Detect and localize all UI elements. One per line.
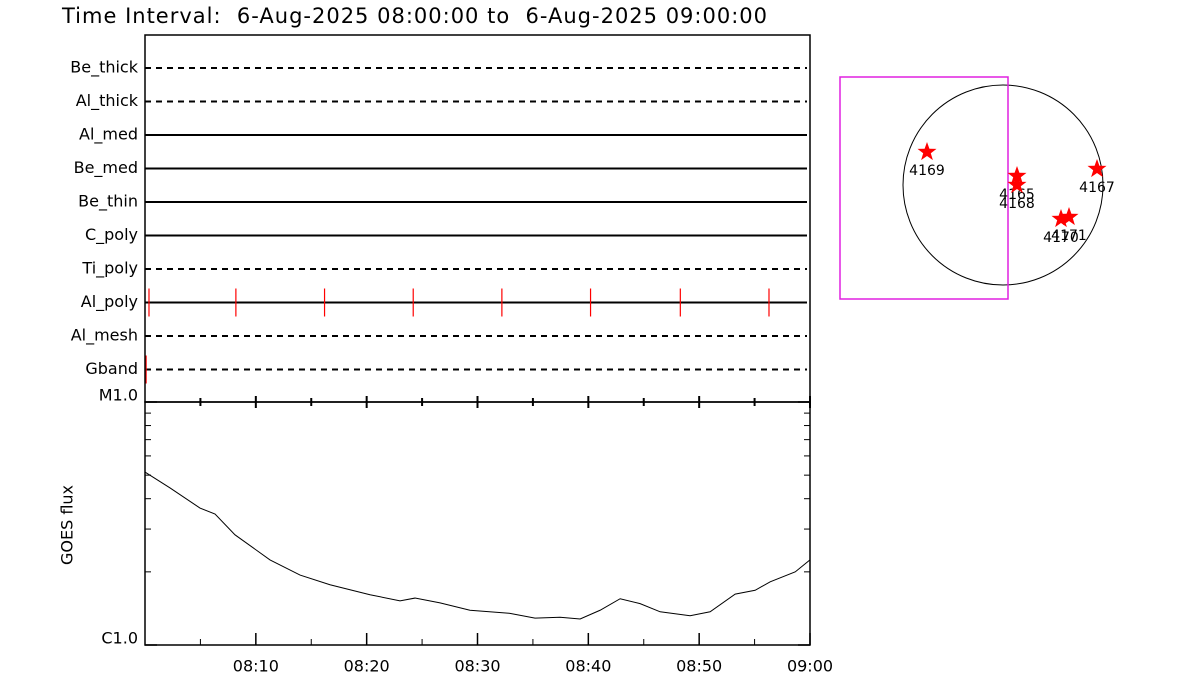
filter-label: Be_med xyxy=(74,158,138,178)
goes-line xyxy=(144,471,811,620)
region-label: 4167 xyxy=(1079,180,1115,196)
filter-label: Be_thin xyxy=(78,192,138,212)
x-tick-label: 08:20 xyxy=(344,657,390,676)
filter-label: Ti_poly xyxy=(81,259,138,279)
filter-label: Al_mesh xyxy=(71,326,138,346)
filter-label: Be_thick xyxy=(70,58,138,78)
field-of-view xyxy=(839,76,1009,300)
chart-title: Time Interval: 6-Aug-2025 08:00:00 to 6-… xyxy=(61,4,768,28)
filter-label: Al_thick xyxy=(76,91,139,111)
filter-label: C_poly xyxy=(85,225,138,245)
region-label: 4165 xyxy=(999,187,1035,203)
y-tick-label: C1.0 xyxy=(101,629,138,648)
filter-label: Al_poly xyxy=(81,292,138,312)
x-tick-label: 08:50 xyxy=(676,657,722,676)
y-axis-label: GOES flux xyxy=(58,485,77,565)
x-tick-label: 08:40 xyxy=(565,657,611,676)
region-star xyxy=(1007,175,1027,194)
filter-label: Al_med xyxy=(79,125,138,145)
x-tick-label: 08:10 xyxy=(233,657,279,676)
solar-disk xyxy=(902,84,1104,286)
x-tick-label: 08:30 xyxy=(454,657,500,676)
region-label: 4169 xyxy=(909,163,945,179)
region-star xyxy=(1051,209,1071,228)
filter-label: Gband xyxy=(85,359,138,378)
region-star xyxy=(917,142,937,161)
x-tick-label: 09:00 xyxy=(787,657,833,676)
region-star xyxy=(1059,207,1079,226)
region-label: 4168 xyxy=(999,196,1035,212)
region-label: 4171 xyxy=(1051,228,1087,244)
y-tick-label: M1.0 xyxy=(99,386,138,405)
region-label: 4170 xyxy=(1043,230,1079,246)
region-star xyxy=(1087,159,1107,178)
